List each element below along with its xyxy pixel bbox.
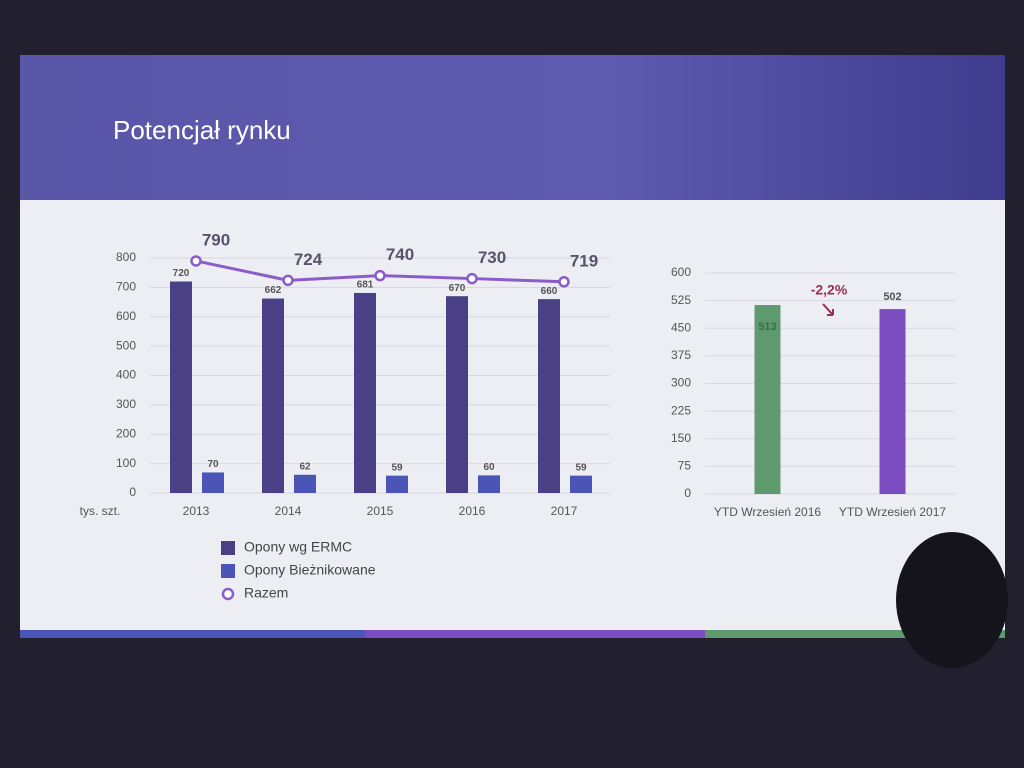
x-tick-label: YTD Wrzesień 2017 [839, 505, 946, 519]
footer-stripe [365, 630, 705, 638]
y-tick-label: 100 [116, 456, 136, 470]
x-tick-label: 2015 [367, 504, 394, 518]
bar-value-label: 720 [173, 268, 190, 279]
slide-title: Potencjał rynku [113, 115, 291, 145]
bar-value-label: 59 [575, 462, 587, 473]
x-tick-label: 2014 [275, 504, 302, 518]
bar-value-label: 59 [391, 462, 403, 473]
audience-head [896, 532, 1008, 668]
line-point [558, 276, 570, 288]
line-point [374, 269, 386, 282]
bar-value-label: 662 [265, 285, 282, 296]
line-point [466, 272, 478, 285]
x-tick-label: 2013 [183, 504, 210, 518]
slide-header [20, 55, 1005, 200]
y-tick-label: 525 [671, 293, 691, 307]
y-tick-label: 150 [671, 431, 691, 445]
legend-label: Opony wg ERMC [244, 539, 352, 555]
slide-body [20, 200, 1005, 635]
bar [754, 305, 781, 494]
bar-value-label: 681 [357, 280, 374, 291]
x-tick-label: 2016 [459, 504, 486, 518]
bar-value-label: 60 [483, 462, 495, 473]
y-tick-label: 450 [671, 320, 691, 334]
bar [202, 472, 224, 493]
footer-stripe [20, 630, 365, 638]
bar-value-label: 513 [758, 321, 776, 333]
y-tick-label: 225 [671, 403, 691, 417]
y-tick-label: 375 [671, 348, 691, 362]
footer-stripe [705, 630, 1005, 638]
annotation-arrow [822, 303, 834, 316]
bar [478, 475, 500, 493]
bar [262, 298, 284, 493]
y-tick-label: 700 [116, 280, 136, 294]
bar-value-label: 62 [299, 461, 311, 472]
y-tick-label: 300 [116, 397, 136, 411]
y-tick-label: 0 [129, 485, 136, 499]
bar-value-label: 660 [541, 286, 558, 297]
line-value-label: 740 [386, 245, 414, 264]
y-tick-label: 400 [116, 368, 136, 382]
legend-label: Razem [244, 585, 288, 601]
legend-label: Opony Bieżnikowane [244, 562, 376, 578]
bar [386, 475, 408, 493]
line-value-label: 730 [478, 248, 506, 267]
bar [294, 474, 316, 493]
y-tick-label: 200 [116, 426, 136, 440]
line-point [190, 255, 202, 267]
y-tick-label: 75 [678, 459, 692, 473]
line-point [282, 274, 294, 287]
bar-value-label: 670 [449, 283, 466, 294]
x-tick-label: YTD Wrzesień 2016 [714, 505, 821, 519]
bar [570, 475, 592, 493]
legend-swatch [221, 587, 235, 601]
bar [170, 281, 192, 493]
y-tick-label: 0 [684, 486, 691, 500]
line-value-label: 790 [202, 230, 230, 249]
bar-value-label: 502 [883, 291, 901, 303]
y-tick-label: 300 [671, 376, 691, 390]
line-value-label: 719 [570, 251, 598, 270]
annotation: -2,2% [811, 282, 848, 298]
bar-value-label: 70 [207, 459, 219, 470]
legend-swatch [221, 541, 235, 555]
legend-swatch [221, 564, 235, 578]
x-tick-label: 2017 [551, 504, 578, 518]
bar [538, 299, 560, 493]
y-tick-label: 600 [671, 265, 691, 279]
y-tick-label: 600 [116, 309, 136, 323]
y-tick-label: 500 [116, 338, 136, 352]
x-axis-label: tys. szt. [80, 504, 121, 518]
y-tick-label: 800 [116, 250, 136, 264]
bar [879, 309, 906, 494]
line-value-label: 724 [294, 250, 323, 269]
bar [354, 292, 376, 493]
bar [446, 296, 468, 493]
